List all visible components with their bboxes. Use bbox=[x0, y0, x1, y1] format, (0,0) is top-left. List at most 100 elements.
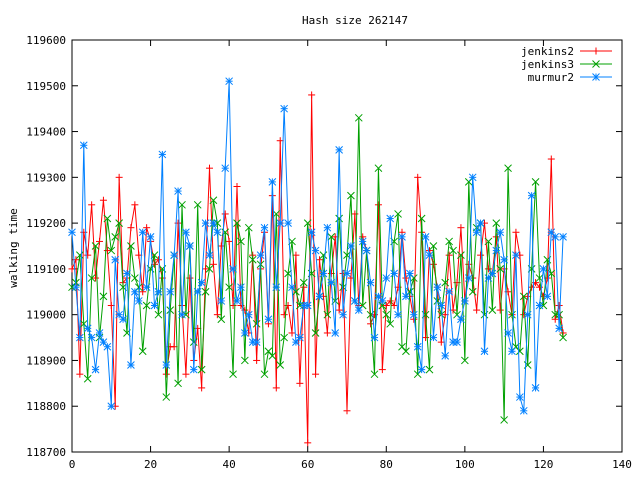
data-point bbox=[417, 365, 426, 374]
data-point bbox=[303, 219, 312, 227]
data-point bbox=[154, 287, 163, 296]
data-point bbox=[457, 251, 465, 260]
data-point bbox=[119, 315, 127, 324]
data-point bbox=[292, 338, 300, 346]
data-point bbox=[417, 214, 426, 223]
x-tick-label: 40 bbox=[223, 458, 236, 471]
data-point bbox=[394, 310, 402, 319]
data-point bbox=[174, 379, 182, 388]
data-point bbox=[366, 278, 375, 287]
data-point bbox=[186, 274, 194, 282]
data-point bbox=[103, 214, 112, 223]
data-point bbox=[555, 302, 563, 310]
x-tick-label: 0 bbox=[69, 458, 76, 471]
data-point bbox=[288, 329, 296, 337]
data-point bbox=[331, 329, 340, 337]
data-point bbox=[488, 269, 497, 278]
data-point bbox=[437, 338, 445, 346]
data-point bbox=[244, 223, 253, 232]
data-point bbox=[299, 278, 308, 287]
data-point bbox=[390, 269, 398, 278]
data-point bbox=[508, 310, 516, 319]
data-point bbox=[477, 251, 485, 259]
y-tick-label: 119300 bbox=[26, 171, 66, 184]
data-point bbox=[512, 228, 520, 236]
data-point bbox=[457, 224, 465, 232]
data-point bbox=[131, 274, 139, 282]
data-point bbox=[512, 251, 520, 260]
data-point bbox=[311, 329, 320, 337]
data-point bbox=[429, 242, 438, 250]
data-point bbox=[76, 251, 84, 260]
data-point bbox=[492, 219, 501, 227]
data-point bbox=[504, 329, 512, 337]
data-point bbox=[335, 306, 343, 314]
data-point bbox=[402, 274, 410, 282]
legend-item: jenkins3 bbox=[521, 58, 612, 71]
data-point bbox=[197, 365, 206, 374]
data-point bbox=[142, 301, 151, 310]
data-point bbox=[461, 297, 469, 305]
data-point bbox=[233, 219, 241, 227]
data-point bbox=[146, 232, 155, 241]
y-tick-label: 118700 bbox=[26, 446, 66, 459]
data-point bbox=[123, 269, 131, 278]
data-point bbox=[189, 338, 198, 346]
data-point bbox=[229, 265, 237, 273]
data-point bbox=[217, 315, 226, 324]
data-point bbox=[311, 246, 320, 255]
data-point bbox=[422, 334, 430, 342]
data-point bbox=[268, 352, 277, 360]
data-point bbox=[382, 310, 391, 319]
data-point bbox=[264, 315, 273, 324]
data-point bbox=[323, 329, 331, 337]
y-tick-label: 119100 bbox=[26, 263, 66, 276]
data-point bbox=[201, 219, 210, 227]
data-point bbox=[362, 246, 371, 255]
data-point bbox=[351, 297, 359, 305]
data-point bbox=[472, 228, 481, 237]
data-point bbox=[500, 255, 508, 264]
data-point bbox=[543, 292, 552, 301]
data-point bbox=[296, 379, 304, 387]
data-point bbox=[457, 315, 465, 324]
data-point bbox=[288, 283, 296, 292]
data-point bbox=[99, 196, 107, 204]
data-point bbox=[107, 402, 116, 411]
data-point bbox=[103, 342, 112, 351]
data-point bbox=[209, 196, 218, 205]
data-point bbox=[88, 201, 96, 209]
x-tick-label: 80 bbox=[380, 458, 393, 471]
data-point bbox=[303, 301, 312, 310]
data-point bbox=[162, 393, 171, 401]
data-point bbox=[339, 310, 347, 319]
data-point bbox=[272, 283, 281, 292]
data-point bbox=[241, 356, 249, 365]
data-point bbox=[79, 141, 88, 150]
data-point bbox=[225, 77, 233, 86]
legend-item: murmur2 bbox=[528, 71, 612, 84]
data-point bbox=[323, 223, 332, 232]
data-point bbox=[253, 356, 261, 364]
data-point bbox=[103, 247, 111, 255]
data-point bbox=[382, 274, 391, 282]
data-point bbox=[178, 200, 186, 209]
data-point bbox=[516, 393, 524, 401]
data-point bbox=[441, 278, 450, 287]
data-point bbox=[201, 287, 210, 296]
data-point bbox=[296, 333, 304, 342]
data-point bbox=[205, 265, 214, 273]
data-point bbox=[559, 232, 567, 241]
data-point bbox=[248, 255, 257, 264]
data-point bbox=[425, 365, 434, 374]
data-point bbox=[523, 310, 532, 319]
data-point bbox=[131, 201, 139, 209]
data-point bbox=[547, 155, 555, 163]
data-point bbox=[492, 246, 501, 255]
data-point bbox=[386, 214, 395, 223]
data-point bbox=[115, 173, 123, 181]
data-point bbox=[107, 246, 116, 255]
x-tick-label: 100 bbox=[455, 458, 475, 471]
data-point bbox=[198, 384, 206, 392]
legend-label: jenkins2 bbox=[521, 45, 574, 58]
